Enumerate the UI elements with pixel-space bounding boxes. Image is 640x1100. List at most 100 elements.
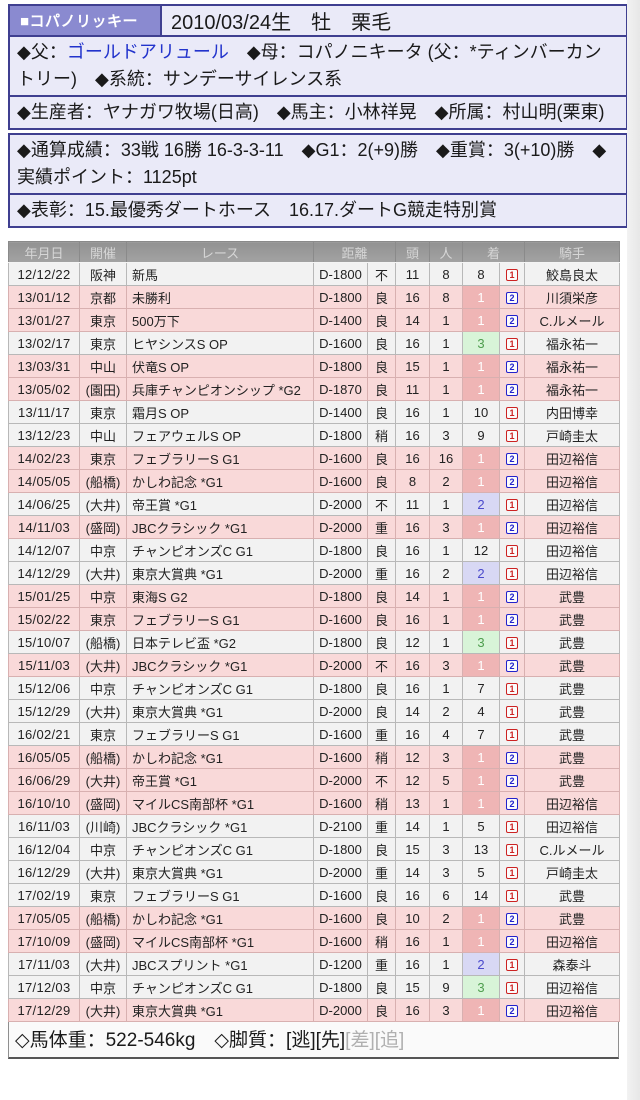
jockey-cell: 福永祐一 [524, 331, 621, 355]
race-date-cell: 16/12/29 [8, 860, 80, 884]
race-distance-cell: D-1600 [313, 929, 368, 953]
race-venue-cell: (大井) [79, 998, 127, 1022]
race-name-cell: 日本テレビ盃 *G2 [126, 630, 314, 654]
race-distance-cell: D-1600 [313, 791, 368, 815]
race-row: 17/02/19 東京 フェブラリーS G1 D-1600 良 16 6 14 … [8, 883, 621, 907]
running-style-icon: 2 [506, 591, 519, 604]
jockey-cell: 武豊 [524, 676, 621, 700]
jockey-cell: 田辺裕信 [524, 929, 621, 953]
popularity-cell: 3 [429, 745, 464, 769]
jockey-cell: 福永祐一 [524, 377, 621, 401]
running-style-cell: 2 [499, 377, 526, 401]
race-date-cell: 17/12/29 [8, 998, 80, 1022]
race-distance-cell: D-1800 [313, 584, 368, 608]
running-style-cell: 2 [499, 469, 526, 493]
finish-position-cell: 10 [462, 400, 501, 424]
race-date-cell: 14/06/25 [8, 492, 80, 516]
race-row: 16/12/04 中京 チャンピオンズC G1 D-1800 良 15 3 13… [8, 837, 621, 861]
race-venue-cell: (大井) [79, 561, 127, 585]
race-date-cell: 15/12/06 [8, 676, 80, 700]
running-style-cell: 2 [499, 998, 526, 1022]
race-row: 13/03/31 中山 伏竜S OP D-1800 良 15 1 1 2 福永祐… [8, 354, 621, 378]
jockey-cell: 武豊 [524, 584, 621, 608]
finish-position-cell: 13 [462, 837, 501, 861]
race-distance-cell: D-1600 [313, 469, 368, 493]
race-date-cell: 14/12/07 [8, 538, 80, 562]
running-style-icon: 1 [506, 637, 519, 650]
race-date-cell: 13/01/27 [8, 308, 80, 332]
race-date-cell: 16/02/21 [8, 722, 80, 746]
track-condition-cell: 良 [366, 469, 397, 493]
popularity-cell: 1 [429, 377, 464, 401]
running-style-icon: 2 [506, 798, 519, 811]
running-style-icon: 1 [506, 499, 519, 512]
finish-position-cell: 8 [462, 262, 501, 286]
running-style-cell: 2 [499, 515, 526, 539]
field-size-cell: 15 [395, 837, 431, 861]
jockey-cell: 田辺裕信 [524, 791, 621, 815]
running-style-icon: 1 [506, 407, 519, 420]
race-name-cell: 東京大賞典 *G1 [126, 561, 314, 585]
popularity-cell: 3 [429, 423, 464, 447]
race-date-cell: 13/01/12 [8, 285, 80, 309]
running-style-icon: 2 [506, 936, 519, 949]
running-style-cell: 1 [499, 423, 526, 447]
track-condition-cell: 良 [366, 837, 397, 861]
race-venue-cell: (盛岡) [79, 929, 127, 953]
finish-position-cell: 2 [462, 561, 501, 585]
track-condition-cell: 良 [366, 584, 397, 608]
running-style-cell: 2 [499, 929, 526, 953]
race-venue-cell: 東京 [79, 400, 127, 424]
popularity-cell: 1 [429, 400, 464, 424]
race-distance-cell: D-2000 [313, 653, 368, 677]
race-venue-cell: (船橋) [79, 906, 127, 930]
running-style-flag: [逃] [286, 1030, 316, 1051]
dam-and-lineage-text: ◆母：コパノニキータ (父：*ティンバーカントリー) ◆系統：サンデーサイレンス… [17, 42, 602, 89]
jockey-cell: 内田博幸 [524, 400, 621, 424]
race-venue-cell: 中京 [79, 584, 127, 608]
race-row: 16/12/29 (大井) 東京大賞典 *G1 D-2000 重 14 3 5 … [8, 860, 621, 884]
finish-position-cell: 1 [462, 929, 501, 953]
field-size-cell: 11 [395, 262, 431, 286]
race-date-cell: 17/10/09 [8, 929, 80, 953]
field-size-cell: 16 [395, 722, 431, 746]
jockey-cell: 武豊 [524, 883, 621, 907]
field-size-cell: 16 [395, 331, 431, 355]
running-style-cell: 1 [499, 538, 526, 562]
finish-position-cell: 1 [462, 377, 501, 401]
track-condition-cell: 良 [366, 975, 397, 999]
running-style-cell: 1 [499, 722, 526, 746]
race-venue-cell: (大井) [79, 768, 127, 792]
race-distance-cell: D-2000 [313, 492, 368, 516]
race-name-cell: フェブラリーS G1 [126, 446, 314, 470]
race-row: 13/02/17 東京 ヒヤシンスS OP D-1600 良 16 1 3 1 … [8, 331, 621, 355]
field-size-cell: 12 [395, 745, 431, 769]
finish-position-cell: 4 [462, 699, 501, 723]
running-style-icon: 2 [506, 614, 519, 627]
popularity-cell: 6 [429, 883, 464, 907]
race-venue-cell: 中京 [79, 837, 127, 861]
scrollbar-track[interactable] [627, 0, 640, 1100]
sire-link[interactable]: ゴールドアリュール [66, 42, 229, 62]
track-condition-cell: 良 [366, 308, 397, 332]
finish-position-cell: 12 [462, 538, 501, 562]
race-distance-cell: D-1600 [313, 331, 368, 355]
race-name-cell: ヒヤシンスS OP [126, 331, 314, 355]
race-distance-cell: D-1800 [313, 423, 368, 447]
race-date-cell: 15/01/25 [8, 584, 80, 608]
jockey-cell: 田辺裕信 [524, 469, 621, 493]
finish-position-cell: 1 [462, 446, 501, 470]
track-condition-cell: 良 [366, 607, 397, 631]
race-row: 17/10/09 (盛岡) マイルCS南部杯 *G1 D-1600 稍 16 1… [8, 929, 621, 953]
race-row: 16/06/29 (大井) 帝王賞 *G1 D-2000 不 12 5 1 2 … [8, 768, 621, 792]
race-distance-cell: D-1600 [313, 745, 368, 769]
jockey-cell: 田辺裕信 [524, 538, 621, 562]
race-date-cell: 13/12/23 [8, 423, 80, 447]
race-venue-cell: 中京 [79, 975, 127, 999]
field-size-cell: 16 [395, 285, 431, 309]
race-venue-cell: 東京 [79, 607, 127, 631]
race-name-cell: 霜月S OP [126, 400, 314, 424]
horse-name: ■コパノリッキー [10, 6, 162, 35]
race-row: 13/05/02 (園田) 兵庫チャンピオンシップ *G2 D-1870 良 1… [8, 377, 621, 401]
race-date-cell: 15/11/03 [8, 653, 80, 677]
